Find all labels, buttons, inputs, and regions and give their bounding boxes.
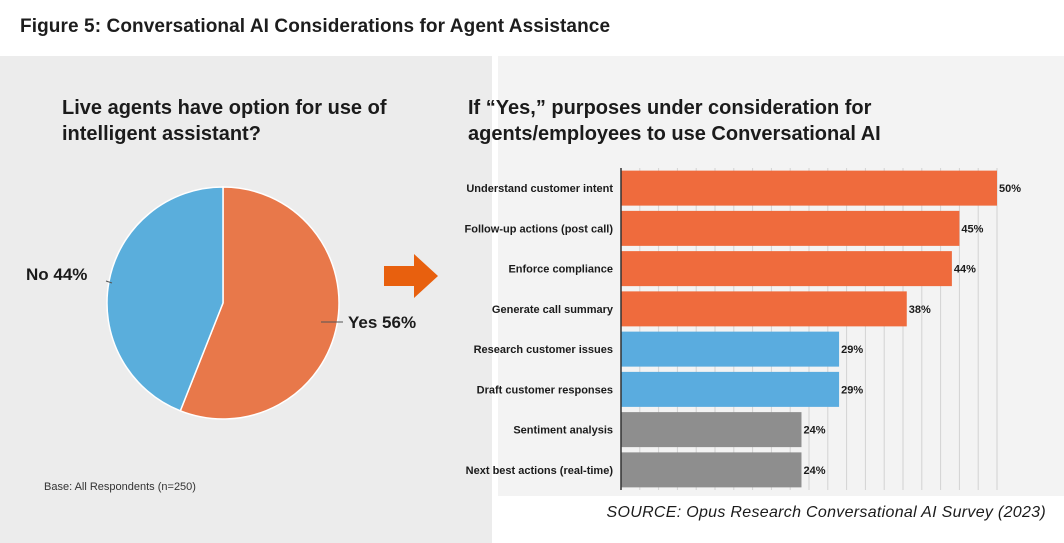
pie-label-leader (105, 280, 113, 284)
pie-label-yes: Yes 56% (348, 313, 416, 332)
category-label: Follow-up actions (post call) (465, 223, 614, 235)
pie-chart-title: Live agents have option for use of intel… (62, 97, 387, 145)
bar (621, 412, 802, 448)
value-label: 29% (841, 344, 863, 356)
value-label: 24% (803, 425, 825, 437)
bar-chart-title: If “Yes,” purposes under consideration f… (468, 97, 881, 145)
base-note: Base: All Respondents (n=250) (44, 481, 196, 493)
arrow-right-icon (384, 254, 438, 298)
bar (621, 452, 802, 488)
category-label: Understand customer intent (466, 183, 613, 195)
category-label: Draft customer responses (477, 384, 613, 396)
category-label: Generate call summary (492, 304, 614, 316)
category-label: Next best actions (real-time) (466, 465, 614, 477)
bar (621, 170, 997, 206)
pie-chart: Yes 56% No 44% (26, 186, 416, 420)
source-note: SOURCE: Opus Research Conversational AI … (606, 504, 1046, 521)
pie-slice-no (106, 186, 224, 412)
value-label: 29% (841, 384, 863, 396)
bar (621, 251, 952, 287)
pie-label-no: No 44% (26, 265, 87, 284)
category-label: Enforce compliance (508, 264, 613, 276)
bar (621, 291, 907, 327)
bar (621, 371, 840, 407)
category-label: Research customer issues (474, 344, 613, 356)
value-label: 50% (999, 183, 1021, 195)
value-label: 45% (961, 223, 983, 235)
pie-slice-yes (179, 186, 340, 420)
value-label: 38% (909, 304, 931, 316)
figure-title: Figure 5: Conversational AI Consideratio… (20, 16, 611, 37)
value-label: 44% (954, 264, 976, 276)
bar (621, 331, 840, 367)
arrow-shape (384, 254, 438, 298)
category-label: Sentiment analysis (513, 425, 613, 437)
bar (621, 210, 960, 246)
value-label: 24% (803, 465, 825, 477)
